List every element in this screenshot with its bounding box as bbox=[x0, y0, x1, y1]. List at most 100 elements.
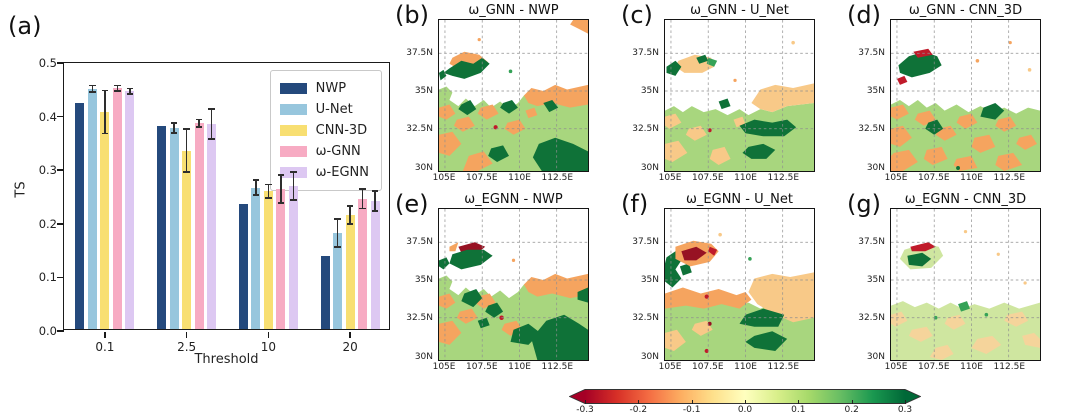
error-bar bbox=[210, 108, 213, 139]
lat-tick-label: 30N bbox=[414, 352, 433, 362]
error-bar-cap bbox=[371, 210, 379, 212]
colorbar-tick-label: -0.1 bbox=[682, 405, 701, 415]
panel-label-a: (a) bbox=[8, 12, 42, 40]
lat-tick-label: 32.5N bbox=[406, 313, 433, 324]
error-bar bbox=[198, 119, 200, 127]
bar-U-Net bbox=[333, 233, 343, 329]
error-bar-cap bbox=[195, 126, 203, 128]
colorbar-tick-mark bbox=[691, 400, 693, 404]
legend-swatch bbox=[279, 104, 307, 115]
error-bar-cap bbox=[170, 122, 178, 124]
bar-ω-EGNN bbox=[370, 200, 380, 329]
error-bar-cap bbox=[252, 179, 260, 181]
bar-NWP bbox=[157, 126, 167, 329]
legend-label: NWP bbox=[315, 81, 347, 96]
lat-tick-label: 35N bbox=[414, 85, 433, 96]
legend-item: U-Net bbox=[279, 99, 369, 120]
y-tick-label: 0.4 bbox=[38, 109, 57, 124]
error-bar-cap bbox=[89, 91, 96, 93]
map-title: ω_EGNN - NWP bbox=[464, 192, 563, 207]
error-bar-cap bbox=[290, 199, 297, 201]
bar-NWP bbox=[320, 256, 330, 329]
map-canvas bbox=[664, 19, 815, 172]
error-bar bbox=[292, 171, 295, 200]
x-tick-label: 20 bbox=[342, 340, 358, 354]
lon-tick-label: 112.5E bbox=[541, 362, 574, 372]
lon-axis: 105E 107.5E 110E 112.5E bbox=[433, 173, 589, 185]
error-bar bbox=[267, 184, 270, 199]
error-bar bbox=[374, 190, 376, 212]
lat-tick-label: 35N bbox=[640, 85, 659, 96]
lon-axis: 105E 107.5E 110E 112.5E bbox=[659, 362, 815, 374]
lat-tick-label: 30N bbox=[866, 352, 885, 362]
lat-tick-label: 37.5N bbox=[406, 47, 433, 58]
error-bar-cap bbox=[170, 132, 178, 134]
bar-ω-EGNN bbox=[125, 91, 135, 329]
map-panel-e: (e) ω_EGNN - NWP bbox=[395, 190, 589, 372]
colorbar-tick-label: 0.2 bbox=[844, 405, 859, 415]
map-contours bbox=[665, 20, 814, 171]
map-panel-d: (d) ω_GNN - CNN_3D bbox=[847, 1, 1041, 183]
error-bar-cap bbox=[183, 171, 190, 173]
y-tick-label: 0.0 bbox=[38, 324, 57, 338]
error-bar-cap bbox=[334, 246, 341, 248]
lon-axis: 105E 107.5E 110E 112.5E bbox=[885, 173, 1041, 185]
panel-label: (b) bbox=[395, 1, 429, 29]
error-bar bbox=[361, 189, 364, 209]
error-bar bbox=[129, 88, 131, 94]
lat-tick-label: 37.5N bbox=[858, 236, 885, 247]
lat-axis: 37.5N 35N 32.5N 30N bbox=[849, 19, 887, 173]
error-bar-cap bbox=[334, 218, 341, 220]
y-tick-mark bbox=[57, 62, 64, 64]
map-contours bbox=[891, 20, 1040, 171]
x-tick-mark bbox=[349, 332, 351, 338]
error-bar-cap bbox=[346, 223, 354, 225]
colorbar-tick-mark bbox=[798, 400, 800, 404]
lat-axis: 37.5N 35N 32.5N 30N bbox=[397, 19, 435, 173]
legend-label: ω-GNN bbox=[315, 144, 361, 159]
chart-legend: NWP U-Net CNN-3D ω-GNN ω-EGNN bbox=[269, 70, 382, 191]
error-bar bbox=[349, 205, 351, 224]
lat-tick-label: 35N bbox=[640, 274, 659, 285]
lat-tick-label: 30N bbox=[640, 163, 659, 173]
map-canvas bbox=[438, 208, 589, 361]
bar-CNN-3D bbox=[345, 214, 355, 329]
lon-tick-label: 107.5E bbox=[466, 362, 498, 372]
lat-tick-label: 30N bbox=[866, 163, 885, 173]
error-bar-cap bbox=[359, 207, 366, 210]
lat-tick-label: 35N bbox=[866, 85, 885, 96]
error-bar-cap bbox=[371, 189, 379, 192]
lon-tick-label: 105E bbox=[884, 362, 908, 372]
bar-NWP bbox=[238, 204, 248, 329]
bar-CNN-3D bbox=[182, 150, 192, 329]
error-bar-cap bbox=[359, 188, 366, 190]
colorbar-tick-mark bbox=[638, 400, 640, 404]
map-canvas bbox=[890, 208, 1041, 361]
y-tick-mark bbox=[57, 276, 64, 279]
y-axis-label: TS bbox=[13, 181, 29, 198]
bar-ω-EGNN bbox=[288, 185, 298, 329]
lat-tick-label: 32.5N bbox=[632, 313, 659, 324]
colorbar-tick-label: -0.2 bbox=[629, 405, 648, 415]
panel-label: (f) bbox=[621, 190, 649, 218]
y-tick-label: 0.2 bbox=[38, 216, 57, 231]
error-bar-cap bbox=[290, 171, 297, 173]
y-tick-label: 0.3 bbox=[38, 163, 57, 178]
y-tick-mark bbox=[57, 115, 64, 118]
error-bar-cap bbox=[89, 84, 96, 87]
map-title: ω_EGNN - U_Net bbox=[686, 192, 793, 207]
x-tick-label: 10 bbox=[260, 340, 277, 354]
map-title: ω_GNN - NWP bbox=[468, 3, 559, 18]
lat-tick-label: 32.5N bbox=[858, 313, 885, 324]
lon-tick-label: 107.5E bbox=[918, 362, 950, 372]
lat-axis: 37.5N 35N 32.5N 30N bbox=[623, 208, 661, 362]
lon-tick-label: 107.5E bbox=[692, 173, 724, 183]
map-canvas bbox=[438, 19, 589, 172]
colorbar-tick-mark bbox=[851, 400, 853, 404]
lon-tick-label: 110E bbox=[734, 173, 757, 183]
lon-tick-label: 105E bbox=[658, 173, 682, 183]
lon-tick-label: 110E bbox=[734, 362, 757, 372]
error-bar-cap bbox=[277, 202, 285, 204]
lon-axis: 105E 107.5E 110E 112.5E bbox=[659, 173, 815, 185]
colorbar-tick-label: 0.1 bbox=[791, 405, 806, 415]
